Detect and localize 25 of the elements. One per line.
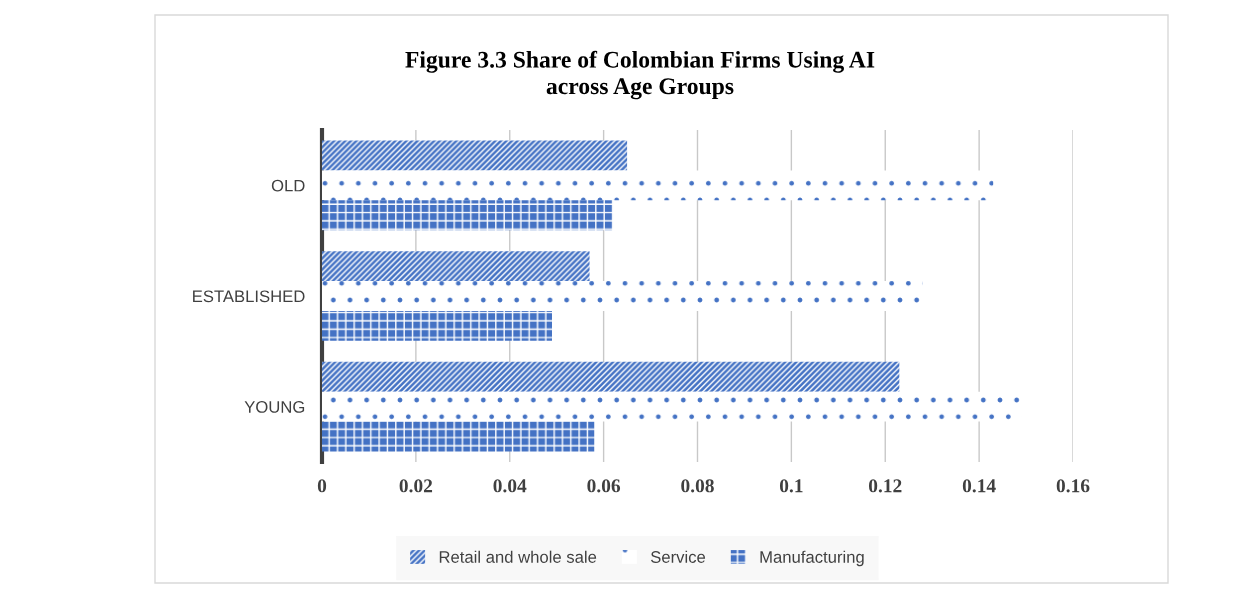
x-tick-label: 0.04 [493, 479, 527, 493]
y-tick-label: OLD [271, 179, 305, 192]
x-tick-label: 0.08 [681, 479, 714, 493]
bar [322, 310, 552, 341]
x-tick-label: 0.06 [587, 479, 621, 493]
legend-label: Retail and whole sale [439, 550, 597, 563]
x-tick-label: 0.12 [868, 479, 902, 493]
y-tick-label: YOUNG [244, 401, 305, 413]
legend-label: Manufacturing [760, 550, 864, 567]
bar [322, 421, 595, 452]
bar [322, 281, 923, 311]
y-tick-label: ESTABLISHED [193, 290, 305, 303]
x-tick-label: 0.02 [399, 479, 433, 493]
bar [322, 170, 994, 201]
bar [322, 251, 590, 282]
bar [322, 391, 1022, 422]
x-tick-label: 0 [317, 479, 327, 493]
bar [322, 200, 614, 231]
x-tick-label: 0.16 [1056, 479, 1090, 493]
legend-label: Service [650, 550, 706, 563]
bar [322, 361, 900, 392]
chart-title: Figure 3.3 Share of Colombian Firms Using AI across Age Groups [405, 50, 875, 100]
bar [322, 140, 628, 171]
x-tick-label: 0.14 [962, 479, 996, 493]
x-tick-label: 0.1 [779, 479, 803, 493]
